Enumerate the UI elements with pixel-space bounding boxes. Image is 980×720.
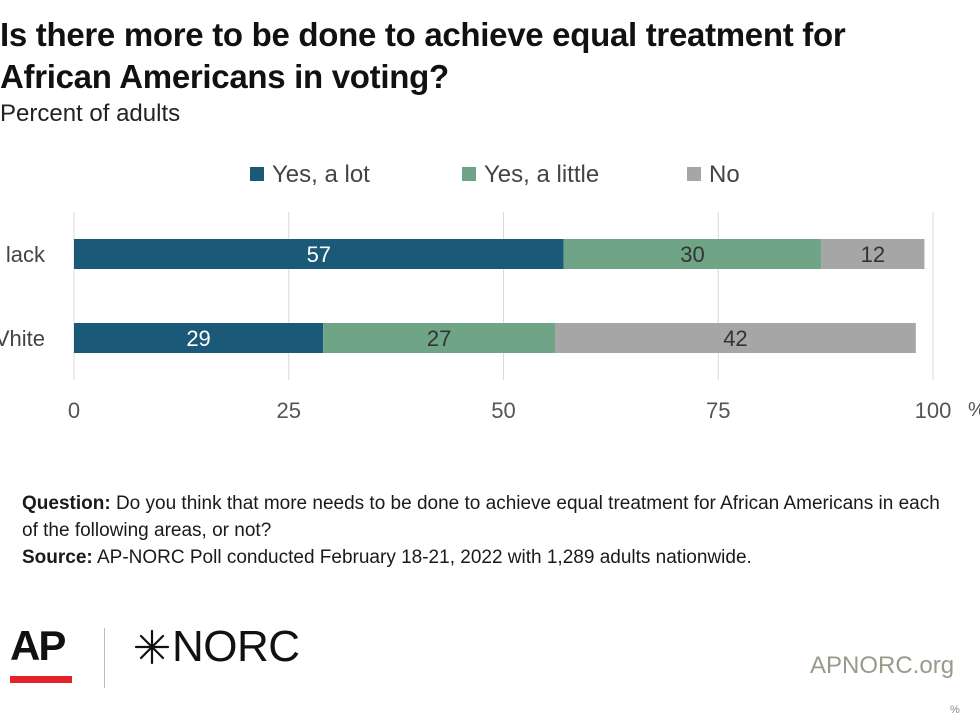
stacked-bar-chart: Yes, a lot Yes, a little No 0 25 50 75 100% lack… (0, 161, 980, 423)
category-label: Vhite (0, 326, 45, 351)
question-text: Do you think that more needs to be done … (22, 493, 940, 541)
bar-data-label: 12 (861, 242, 885, 267)
footnote: Question: Do you think that more needs t… (22, 490, 952, 571)
bar-data-label: 42 (723, 326, 747, 351)
bar-segment (74, 239, 564, 269)
source-text: AP-NORC Poll conducted February 18-21, 2… (92, 547, 752, 568)
legend-label: Yes, a little (484, 161, 599, 188)
question-label: Question: (22, 493, 111, 514)
bar-segment (563, 239, 822, 269)
x-tick-label: 25 (277, 398, 301, 423)
legend-swatch (687, 167, 701, 181)
bar-data-label: 27 (427, 326, 451, 351)
legend-label: Yes, a lot (272, 161, 370, 188)
logo-divider (104, 628, 105, 688)
bar-segment (74, 323, 324, 353)
source-note: Source: AP-NORC Poll conducted February … (22, 544, 952, 571)
legend-label: No (709, 161, 740, 188)
x-tick-label: 100 (915, 398, 952, 423)
bar-segment (555, 323, 916, 353)
ap-logo-text: AP (10, 622, 66, 669)
legend-swatch (250, 167, 264, 181)
bar-data-label: 57 (307, 242, 331, 267)
chart-title: Is there more to be done to achieve equa… (0, 16, 846, 95)
bar-data-label: 29 (186, 326, 210, 351)
ap-logo: AP (10, 620, 72, 688)
source-label: Source: (22, 547, 93, 568)
corner-mark: % (950, 704, 960, 716)
ap-logo-red-bar (10, 676, 72, 683)
question-note: Question: Do you think that more needs t… (22, 490, 952, 544)
bar-segment (821, 239, 925, 269)
chart-subtitle: Percent of adults (0, 100, 181, 127)
x-unit-label: % (968, 399, 980, 421)
x-tick-label: 50 (491, 398, 515, 423)
website-label: APNORC.org (810, 652, 955, 679)
norc-logo: NORC (132, 622, 300, 672)
norc-logo-text: NORC (172, 622, 300, 671)
bar-segment (323, 323, 556, 353)
bar-data-label: 30 (680, 242, 704, 267)
x-tick-label: 75 (706, 398, 730, 423)
legend-swatch (462, 167, 476, 181)
x-tick-label: 0 (68, 398, 80, 423)
category-label: lack (6, 242, 46, 267)
norc-star-icon (134, 629, 170, 665)
